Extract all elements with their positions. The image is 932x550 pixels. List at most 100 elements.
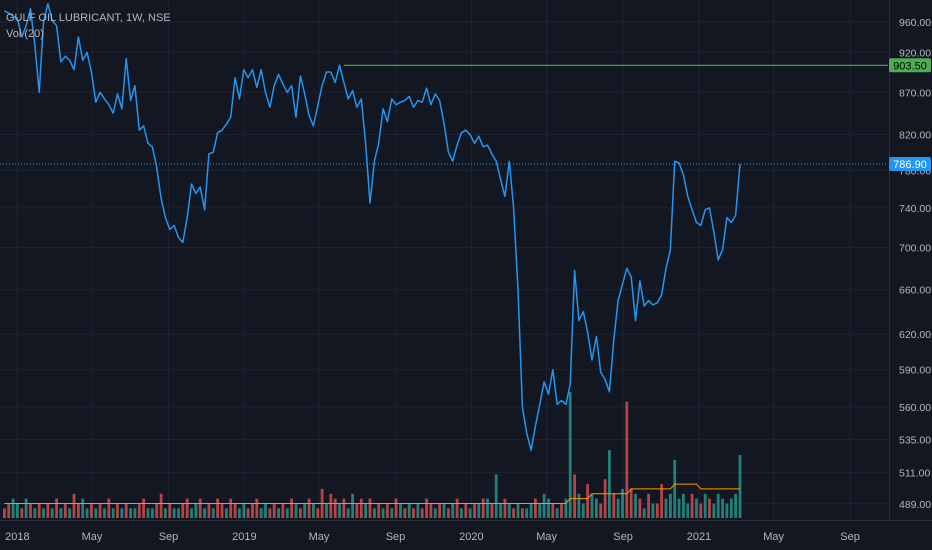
volume-bar xyxy=(116,503,119,518)
volume-bar xyxy=(438,503,441,518)
time-tick-label: May xyxy=(536,531,557,543)
price-line[interactable] xyxy=(4,2,741,452)
volume-bar xyxy=(521,508,524,518)
volume-bar xyxy=(433,508,437,518)
volume-bar xyxy=(407,503,411,518)
volume-bar xyxy=(155,503,159,518)
volume-bar xyxy=(412,508,415,518)
volume-bar xyxy=(355,503,359,518)
volume-bar xyxy=(98,503,102,518)
volume-bar xyxy=(316,508,320,518)
volume-bar xyxy=(716,493,720,518)
volume-bar xyxy=(690,493,694,518)
volume-bar xyxy=(725,503,729,518)
time-tick-label: Sep xyxy=(613,531,633,543)
volume-bar xyxy=(729,498,733,518)
volume-bar xyxy=(285,508,289,518)
volume-bar xyxy=(581,503,585,518)
volume-bar xyxy=(359,498,363,518)
volume-bar xyxy=(211,508,215,518)
volume-bar xyxy=(564,498,568,518)
price-tick-label: 920.00 xyxy=(899,47,931,59)
volume-bar xyxy=(207,503,211,518)
price-tick-label: 740.00 xyxy=(899,203,931,215)
volume-bar xyxy=(647,493,650,518)
price-tick-label: 535.00 xyxy=(899,435,931,447)
volume-bar xyxy=(59,508,63,518)
volume-bar xyxy=(651,503,655,518)
volume-bar xyxy=(525,508,529,518)
volume-bar xyxy=(625,401,629,518)
volume-bar xyxy=(534,498,537,518)
volume-bar xyxy=(338,503,341,518)
volume-bar xyxy=(33,508,37,518)
volume-bar xyxy=(738,455,742,518)
volume-bar xyxy=(7,503,11,518)
volume-bar xyxy=(68,508,71,518)
volume-bar xyxy=(11,498,15,518)
volume-bar xyxy=(655,503,659,518)
volume-bar xyxy=(342,498,346,518)
volume-bar xyxy=(660,484,663,518)
volume-bar xyxy=(24,498,28,518)
volume-bar xyxy=(638,498,642,518)
volume-bar xyxy=(29,503,32,518)
volume-bar xyxy=(447,508,450,518)
price-tick-label: 700.00 xyxy=(899,243,931,255)
volume-bar xyxy=(529,503,533,518)
volume-bar xyxy=(63,503,67,518)
volume-bar xyxy=(386,503,389,518)
volume-bar xyxy=(281,503,285,518)
volume-bar xyxy=(603,479,607,518)
volume-bar xyxy=(699,503,703,518)
volume-bar xyxy=(403,508,407,518)
volume-bar xyxy=(394,498,398,518)
price-axis[interactable]: 960.00920.00870.00820.00780.00740.00700.… xyxy=(899,17,931,511)
volume-bar xyxy=(381,508,385,518)
time-tick-label: 2020 xyxy=(459,531,483,543)
time-tick-label: May xyxy=(309,531,330,543)
volume-bar xyxy=(229,498,233,518)
time-tick-label: 2021 xyxy=(687,531,711,543)
price-tick-label: 820.00 xyxy=(899,130,931,142)
volume-bar xyxy=(351,493,354,518)
volume-bar xyxy=(216,498,219,518)
volume-bar xyxy=(129,508,132,518)
last-price-label: 786.90 xyxy=(889,156,931,171)
volume-bar xyxy=(568,392,572,518)
volume-bar xyxy=(442,503,446,518)
time-tick-label: 2018 xyxy=(5,531,29,543)
time-axis[interactable]: 2018 May Sep 2019 May Sep 2020 May Sep 2021 May Sep xyxy=(5,531,860,543)
volume-bar xyxy=(168,503,172,518)
volume-bar xyxy=(233,503,237,518)
volume-bar xyxy=(708,498,711,518)
volume-bar xyxy=(621,488,624,518)
volume-bar xyxy=(85,508,89,518)
volume-bar xyxy=(172,508,176,518)
volume-bar xyxy=(46,503,50,518)
volume-bar xyxy=(499,503,502,518)
volume-bar xyxy=(425,498,428,518)
volume-bar xyxy=(703,493,707,518)
volume-bar xyxy=(268,508,272,518)
volume-bar xyxy=(551,503,555,518)
price-tick-label: 489.00 xyxy=(899,499,931,511)
volume-bar xyxy=(577,493,581,518)
volume-bar xyxy=(194,503,198,518)
volume-bar xyxy=(460,508,463,518)
volume-bar xyxy=(346,508,350,518)
volume-bar xyxy=(590,493,594,518)
volume-bar xyxy=(94,508,98,518)
volume-bar xyxy=(146,508,150,518)
volume-bar xyxy=(368,498,372,518)
last-price-label-text: 786.90 xyxy=(893,159,927,171)
volume-bar xyxy=(103,508,106,518)
volume-bar xyxy=(120,508,124,518)
volume-bar xyxy=(629,488,633,518)
time-tick-label: Sep xyxy=(840,531,860,543)
volume-bar xyxy=(669,493,672,518)
volume-bar xyxy=(77,503,80,518)
volume-bar xyxy=(255,498,259,518)
volume-bar xyxy=(490,503,494,518)
